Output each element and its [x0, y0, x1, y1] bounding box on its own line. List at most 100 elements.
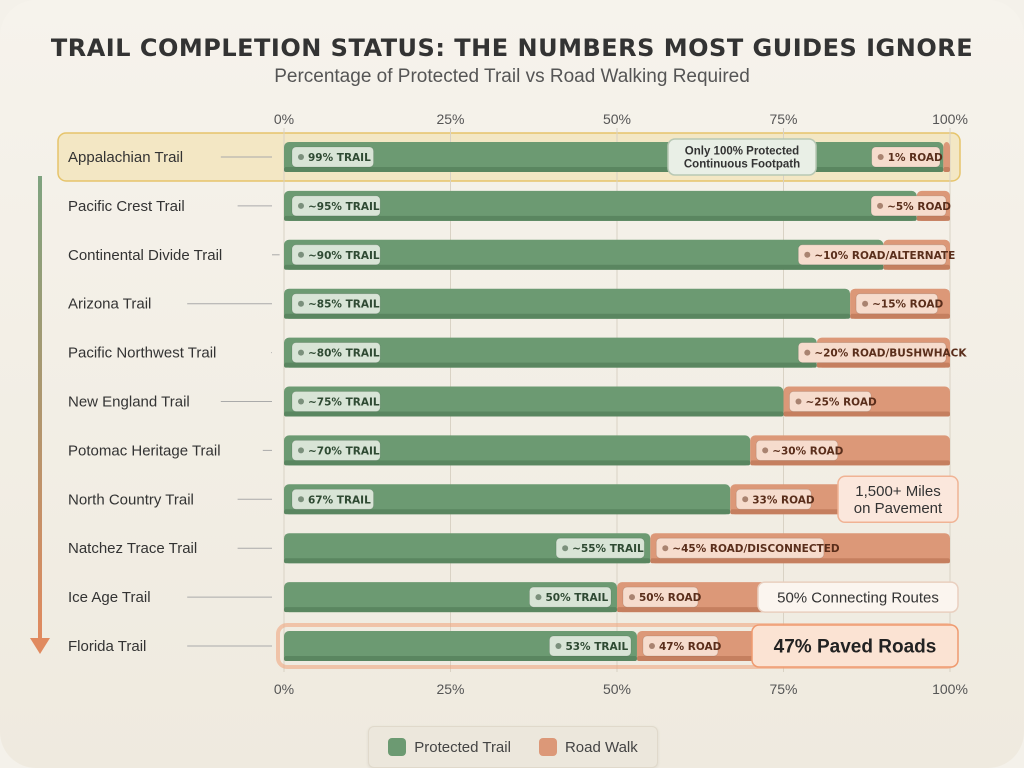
trail-data-label-bg — [291, 488, 374, 510]
road-icon — [862, 300, 869, 307]
category-label: Appalachian Trail — [68, 149, 183, 166]
road-data-label-bg — [797, 342, 947, 364]
annotation-text: Only 100% Protected — [685, 145, 799, 157]
bar-shadow — [816, 362, 950, 368]
trail-data-label: ~95% TRAIL — [308, 201, 380, 213]
bar-protected-trail — [284, 190, 917, 221]
gradient-arrow-head — [30, 638, 50, 654]
annotation-text: 47% Paved Roads — [774, 637, 937, 658]
bar-protected-trail — [284, 435, 751, 466]
bar-shadow — [284, 411, 784, 417]
x-tick-label-bottom: 0% — [274, 681, 294, 697]
hiker-icon — [535, 594, 542, 601]
trail-data-label: ~90% TRAIL — [308, 250, 380, 262]
legend-label-trail: Protected Trail — [414, 738, 511, 756]
bar-shadow — [284, 607, 617, 613]
bar-shadow — [916, 215, 950, 221]
road-data-label: ~10% ROAD/ALTERNATE — [814, 250, 955, 262]
bar-shadow — [284, 509, 731, 515]
bar-shadow — [284, 215, 917, 221]
road-data-label: ~45% ROAD/DISCONNECTED — [672, 543, 840, 555]
bar-shadow — [750, 460, 950, 466]
road-data-label-bg — [870, 195, 947, 217]
bar-shadow — [284, 558, 651, 564]
hiker-icon — [298, 251, 304, 258]
road-icon — [762, 447, 769, 454]
road-icon — [629, 594, 635, 601]
bar-protected-trail — [284, 484, 731, 515]
road-icon — [877, 202, 884, 209]
bar-protected-trail — [284, 631, 637, 661]
bar-shadow — [284, 656, 637, 661]
road-icon — [804, 251, 811, 258]
bar-shadow — [883, 264, 950, 270]
road-data-label: ~20% ROAD/BUSHWHACK — [814, 348, 967, 360]
road-data-label-bg — [642, 635, 719, 657]
category-label: New England Trail — [68, 394, 190, 411]
x-tick-label-top: 75% — [769, 111, 797, 127]
x-tick-label-top: 50% — [603, 111, 631, 127]
road-icon — [804, 349, 811, 356]
category-label: North Country Trail — [68, 491, 194, 508]
road-data-label: ~30% ROAD — [772, 445, 843, 457]
bar-shadow — [943, 167, 950, 172]
legend-label-road: Road Walk — [564, 738, 638, 756]
trail-data-label-bg — [555, 537, 645, 559]
road-data-label-bg — [797, 244, 947, 266]
legend-swatch-road — [538, 738, 557, 756]
hiker-icon — [298, 398, 304, 405]
category-label: Potomac Heritage Trail — [68, 442, 221, 459]
trail-data-label-bg — [291, 195, 381, 217]
road-icon — [648, 643, 655, 649]
x-tick-label-bottom: 100% — [932, 681, 968, 697]
road-data-label: 33% ROAD — [752, 494, 815, 506]
annotation-box — [837, 475, 959, 524]
trail-data-label-bg — [291, 391, 381, 412]
x-tick-label-bottom: 25% — [436, 681, 464, 697]
legend-item-trail: Protected Trail — [388, 738, 511, 756]
legend: Protected Trail Road Walk — [368, 726, 658, 768]
bar-shadow — [284, 362, 817, 368]
trail-data-label-bg — [291, 293, 381, 315]
road-data-label-bg — [735, 488, 812, 510]
legend-swatch-trail — [388, 738, 407, 756]
category-label: Pacific Northwest Trail — [68, 345, 216, 362]
chart-subtitle: Percentage of Protected Trail vs Road Wa… — [274, 66, 750, 87]
annotation-text: on Pavement — [854, 500, 943, 517]
bar-protected-trail — [284, 337, 817, 368]
road-icon — [662, 545, 669, 552]
road-data-label-bg — [622, 586, 699, 608]
bar-shadow — [783, 411, 950, 417]
road-data-label: ~5% ROAD — [887, 201, 951, 213]
x-tick-label-top: 25% — [436, 111, 464, 127]
hiker-icon — [298, 300, 304, 307]
road-data-label-bg — [655, 537, 825, 559]
annotation-text: Continuous Footpath — [684, 159, 800, 171]
trail-data-label: 50% TRAIL — [545, 592, 608, 604]
x-tick-label-top: 100% — [932, 111, 968, 127]
bar-shadow — [850, 313, 950, 319]
trail-data-label-bg — [549, 635, 632, 657]
road-data-label: ~15% ROAD — [872, 299, 943, 311]
trail-data-label: ~55% TRAIL — [572, 543, 644, 555]
road-data-label: 50% ROAD — [639, 592, 702, 604]
hiker-icon — [298, 447, 304, 454]
hiker-icon — [298, 154, 304, 160]
road-data-label-bg — [755, 439, 839, 461]
x-tick-label-top: 0% — [274, 111, 294, 127]
category-label: Ice Age Trail — [68, 589, 151, 606]
annotation-text: 1,500+ Miles — [855, 483, 940, 500]
trail-data-label-bg — [291, 244, 381, 266]
hiker-icon — [298, 496, 304, 503]
trail-data-label: ~75% TRAIL — [308, 397, 380, 409]
bar-shadow — [284, 264, 884, 270]
bar-shadow — [284, 313, 851, 319]
bar-protected-trail — [284, 288, 851, 319]
annotation-box — [751, 624, 959, 668]
legend-item-road: Road Walk — [538, 738, 638, 756]
road-data-label-bg — [789, 391, 872, 412]
category-label: Pacific Crest Trail — [68, 198, 185, 215]
bar-shadow — [284, 167, 944, 172]
trail-data-label-bg — [529, 586, 612, 608]
